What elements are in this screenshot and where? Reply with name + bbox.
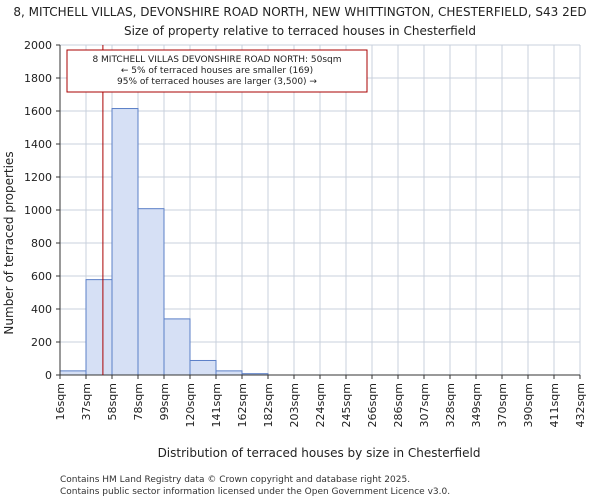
- y-tick-label: 1600: [24, 105, 52, 118]
- x-tick-label: 141sqm: [210, 383, 223, 427]
- y-tick-label: 800: [31, 237, 52, 250]
- y-tick-label: 200: [31, 336, 52, 349]
- x-ticks: 16sqm 37sqm 58sqm 78sqm 99sqm 120sqm 141sqm 162…: [54, 375, 587, 427]
- bar: [111, 108, 139, 376]
- x-axis-label: Distribution of terraced houses by size …: [158, 446, 481, 460]
- x-tick-label: 99sqm: [158, 383, 171, 420]
- marker-annotation-line: ← 5% of terraced houses are smaller (169…: [121, 66, 313, 76]
- x-tick-label: 349sqm: [470, 383, 483, 427]
- x-tick-label: 120sqm: [184, 383, 197, 427]
- x-tick-label: 224sqm: [314, 383, 327, 427]
- y-tick-label: 1800: [24, 72, 52, 85]
- bar: [163, 318, 191, 376]
- y-tick-label: 600: [31, 270, 52, 283]
- x-tick-label: 203sqm: [288, 383, 301, 427]
- y-tick-label: 400: [31, 303, 52, 316]
- footer-line-2: Contains public sector information licen…: [60, 487, 450, 497]
- bar: [215, 370, 243, 376]
- x-tick-label: 432sqm: [574, 383, 587, 427]
- y-tick-label: 1200: [24, 171, 52, 184]
- y-axis-label: Number of terraced properties: [2, 151, 16, 334]
- x-tick-label: 37sqm: [80, 383, 93, 420]
- bar: [189, 359, 217, 376]
- x-tick-label: 307sqm: [418, 383, 431, 427]
- x-tick-label: 390sqm: [522, 383, 535, 427]
- x-tick-label: 162sqm: [236, 383, 249, 427]
- x-tick-label: 328sqm: [444, 383, 457, 427]
- x-tick-label: 16sqm: [54, 383, 67, 420]
- y-tick-label: 0: [45, 369, 52, 382]
- x-tick-label: 411sqm: [548, 383, 561, 427]
- x-tick-label: 286sqm: [392, 383, 405, 427]
- marker-annotation-box: [66, 49, 368, 93]
- footer-line-1: Contains HM Land Registry data © Crown c…: [60, 475, 410, 485]
- x-tick-label: 58sqm: [106, 383, 119, 420]
- marker-annotation-line: 8 MITCHELL VILLAS DEVONSHIRE ROAD NORTH:…: [92, 55, 341, 65]
- x-tick-label: 182sqm: [262, 383, 275, 427]
- y-tick-label: 1000: [24, 204, 52, 217]
- bar: [59, 370, 87, 376]
- marker: 8 MITCHELL VILLAS DEVONSHIRE ROAD NORTH:…: [66, 45, 368, 375]
- bar: [137, 208, 165, 376]
- x-tick-label: 78sqm: [132, 383, 145, 420]
- chart-title: 8, MITCHELL VILLAS, DEVONSHIRE ROAD NORT…: [13, 5, 586, 19]
- marker-annotation-line: 95% of terraced houses are larger (3,500…: [117, 77, 317, 87]
- y-ticks: 0 200 400 600 800 1000 1200 1400 1600 1800 2000: [24, 39, 60, 382]
- x-tick-label: 245sqm: [340, 383, 353, 427]
- x-tick-label: 266sqm: [366, 383, 379, 427]
- y-tick-label: 2000: [24, 39, 52, 52]
- y-tick-label: 1400: [24, 138, 52, 151]
- chart-subtitle: Size of property relative to terraced ho…: [124, 24, 476, 38]
- bar: [85, 279, 113, 376]
- x-tick-label: 370sqm: [496, 383, 509, 427]
